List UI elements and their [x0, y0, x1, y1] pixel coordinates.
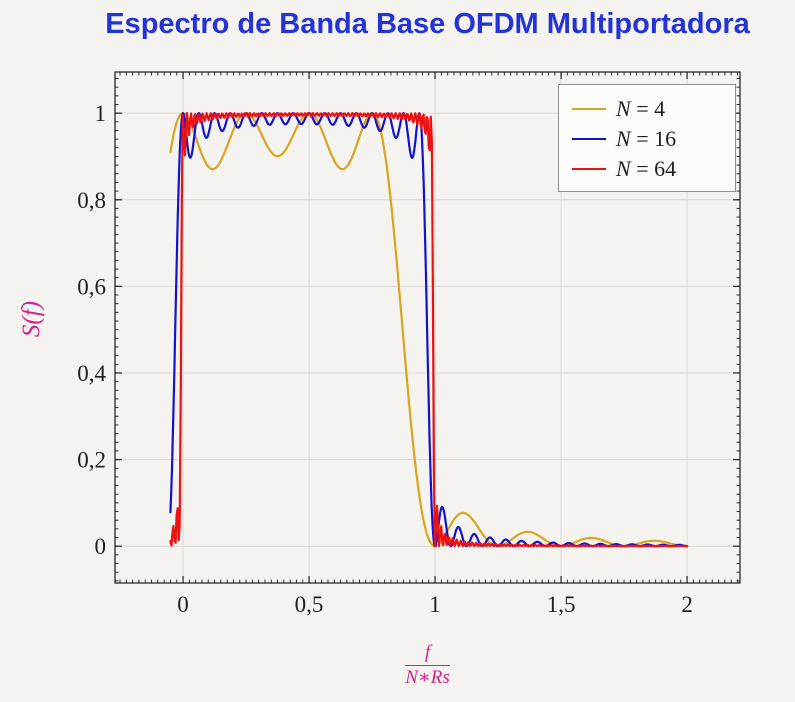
legend-entry-n16: N = 16: [559, 124, 735, 154]
legend-entry-n4: N = 4: [559, 94, 735, 124]
svg-text:1,5: 1,5: [547, 592, 576, 617]
x-axis-label-fraction: f N∗Rs: [405, 642, 450, 689]
chart-title: Espectro de Banda Base OFDM Multiportado…: [105, 8, 750, 40]
svg-text:0,8: 0,8: [77, 188, 106, 213]
x-label-numerator: f: [405, 642, 450, 666]
legend-label-n64: N = 64: [616, 156, 677, 181]
svg-text:2: 2: [681, 592, 693, 617]
legend-entry-n64: N = 64: [559, 154, 735, 184]
svg-text:0,4: 0,4: [77, 361, 106, 386]
legend-swatch-n4: [572, 108, 606, 110]
legend-label-n16: N = 16: [616, 126, 677, 151]
y-axis-label: S(f): [18, 289, 46, 349]
svg-text:0: 0: [177, 592, 189, 617]
svg-text:0,5: 0,5: [295, 592, 324, 617]
x-label-denominator: N∗Rs: [405, 666, 450, 688]
x-axis-label: f N∗Rs: [367, 642, 488, 689]
svg-text:0: 0: [95, 534, 107, 559]
svg-text:0,2: 0,2: [77, 448, 106, 473]
legend-swatch-n16: [572, 138, 606, 140]
svg-text:0,6: 0,6: [77, 274, 106, 299]
y-axis-label-text: S(f): [18, 300, 45, 338]
legend-swatch-n64: [572, 168, 606, 170]
legend-label-n4: N = 4: [616, 96, 666, 121]
legend: N = 4 N = 16 N = 64: [558, 84, 736, 192]
svg-text:1: 1: [429, 592, 441, 617]
svg-text:1: 1: [95, 101, 107, 126]
